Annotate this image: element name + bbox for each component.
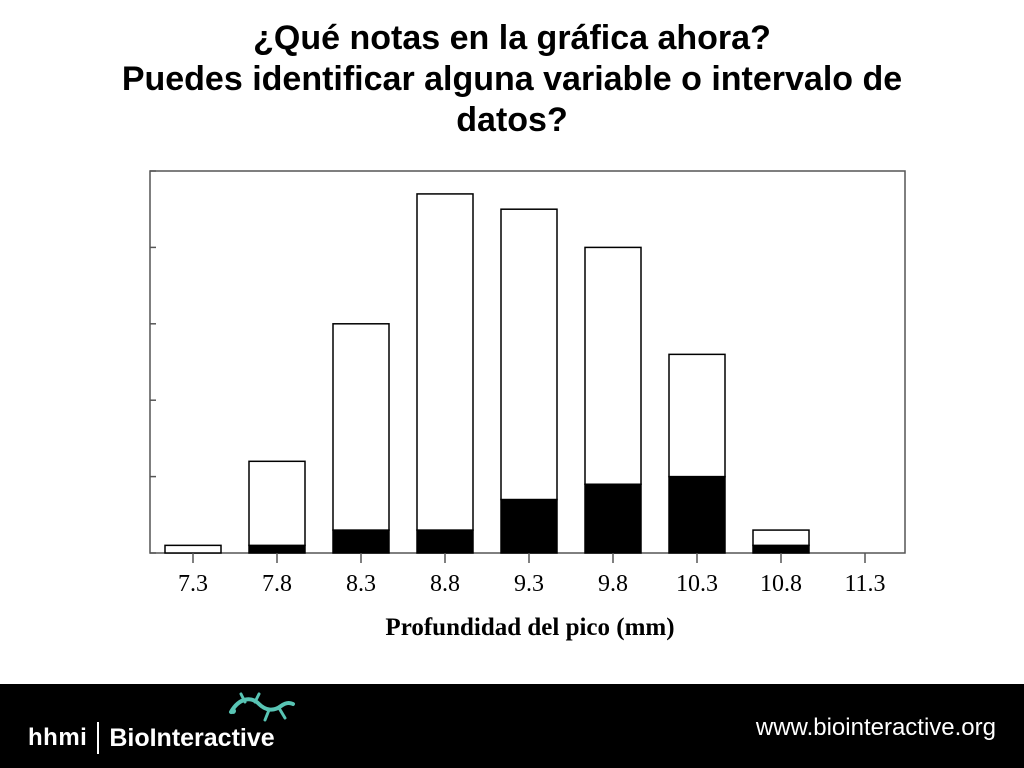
bar-segment-bottom xyxy=(332,529,390,554)
x-tick-label: 7.8 xyxy=(262,571,292,597)
x-tick-label: 9.3 xyxy=(514,571,544,597)
x-tick-label: 9.8 xyxy=(598,571,628,597)
title-line-3: datos? xyxy=(456,101,568,139)
bar-segment-top xyxy=(500,208,558,501)
footer-bar: hhmi BioInteractive www.biointeractive.o… xyxy=(0,684,1024,768)
bar-segment-bottom xyxy=(752,544,810,554)
bar-segment-top xyxy=(164,544,222,554)
slide-title: ¿Qué notas en la gráfica ahora? Puedes i… xyxy=(0,18,1024,141)
biointeractive-wordmark: BioInteractive xyxy=(109,723,275,752)
bar-segment-top xyxy=(668,353,726,478)
bar-segment-top xyxy=(248,460,306,547)
website-url[interactable]: www.biointeractive.org xyxy=(755,714,996,741)
bar-segment-bottom xyxy=(248,544,306,554)
bar-segment-top xyxy=(332,323,390,531)
x-axis-label: Profundidad del pico (mm) xyxy=(385,614,675,641)
bar-segment-top xyxy=(416,193,474,531)
x-tick-label: 10.3 xyxy=(676,571,718,597)
x-tick-label: 8.8 xyxy=(430,571,460,597)
logo-divider xyxy=(97,722,100,754)
bar-segment-top xyxy=(584,246,642,485)
bar-segment-bottom xyxy=(416,529,474,554)
title-line-1: ¿Qué notas en la gráfica ahora? xyxy=(253,19,771,57)
x-tick-label: 11.3 xyxy=(844,571,885,597)
hhmi-biointeractive-logo[interactable]: hhmi BioInteractive xyxy=(28,718,275,758)
bar-segment-bottom xyxy=(668,475,726,554)
x-tick-label: 7.3 xyxy=(178,571,208,597)
x-tick-label: 8.3 xyxy=(346,571,376,597)
title-line-2: Puedes identificar alguna variable o int… xyxy=(121,60,903,98)
hhmi-wordmark: hhmi xyxy=(28,724,88,751)
lizard-icon xyxy=(229,692,295,722)
bar-segment-bottom xyxy=(500,498,558,554)
bar-segment-top xyxy=(752,529,810,547)
x-tick-label: 10.8 xyxy=(760,571,802,597)
bar-segment-bottom xyxy=(584,483,642,554)
